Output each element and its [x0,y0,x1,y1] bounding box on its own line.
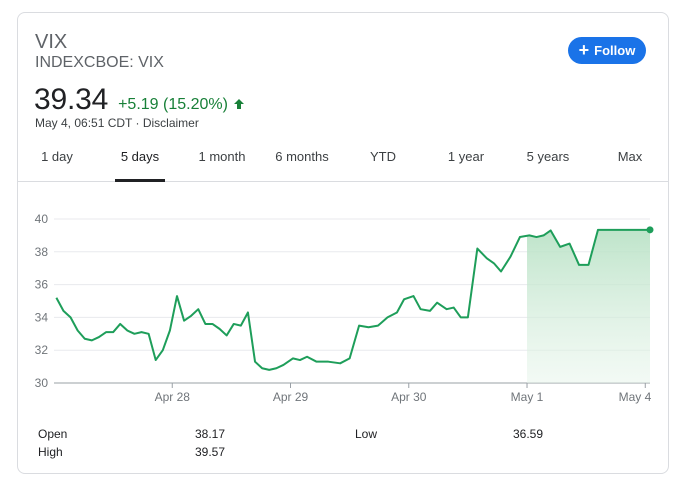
stock-card: VIX INDEXCBOE: VIX + Follow 39.34 +5.19 … [17,12,669,474]
price-chart[interactable]: 30 32 34 36 38 40 Apr 28 Apr 29 Apr 30 May 1 May 4 [18,203,668,418]
tab-6-months[interactable]: 6 months [275,149,329,164]
low-value: 36.59 [513,427,544,441]
follow-button[interactable]: + Follow [568,37,646,64]
x-tick-label: May 1 [511,390,544,404]
open-label: Open [38,427,68,441]
high-label: High [38,445,63,459]
tab-1-day[interactable]: 1 day [41,149,73,164]
x-tick-label: Apr 29 [273,390,309,404]
low-label: Low [355,427,378,441]
price-line [55,228,650,371]
y-tick-label: 34 [35,310,49,324]
tab-1-year[interactable]: 1 year [447,149,485,164]
current-price: 39.34 [34,83,109,116]
follow-label: Follow [594,43,636,58]
current-period-area [527,229,650,383]
tab-max[interactable]: Max [617,149,643,164]
tab-1-month[interactable]: 1 month [198,149,246,164]
timestamp-disclaimer: May 4, 06:51 CDT · Disclaimer [35,116,199,130]
x-tick-label: May 4 [619,390,652,404]
price-row: 39.34 +5.19 (15.20%) [34,83,245,117]
y-tick-label: 40 [35,212,49,226]
exchange-symbol: INDEXCBOE: VIX [35,54,164,71]
open-value: 38.17 [195,427,226,441]
arrow-up-icon [233,99,244,109]
x-tick-label: Apr 28 [155,390,191,404]
y-tick-label: 36 [35,278,49,292]
y-tick-label: 38 [35,245,49,259]
index-name: VIX [35,31,68,53]
plus-icon: + [578,39,590,60]
high-value: 39.57 [195,445,226,459]
y-tick-label: 32 [35,343,49,357]
price-change: +5.19 (15.20%) [118,96,228,113]
tab-ytd[interactable]: YTD [370,149,396,164]
tab-5-years[interactable]: 5 years [526,149,570,164]
x-tick-label: Apr 30 [391,390,427,404]
current-price-marker [646,226,654,234]
range-tabs: 1 day 5 days 1 month 6 months YTD 1 year… [18,141,668,182]
y-tick-label: 30 [35,376,49,390]
tab-5-days[interactable]: 5 days [115,141,165,182]
